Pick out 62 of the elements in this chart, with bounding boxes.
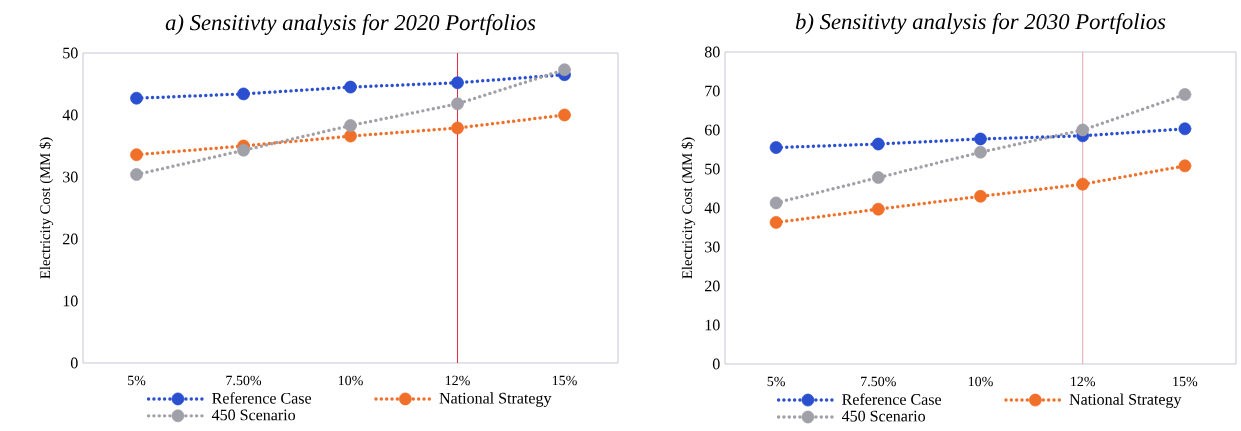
- y-tick-label: 60: [704, 124, 720, 136]
- point: [344, 119, 357, 132]
- x-tick-label: 10%: [338, 375, 363, 386]
- point: [344, 129, 357, 143]
- y-tick-label: 30: [705, 241, 720, 253]
- point: [558, 63, 571, 77]
- y-tick-label: 30: [63, 171, 78, 183]
- point: [871, 171, 885, 184]
- point: [237, 87, 250, 101]
- y-tick-label: 0: [712, 358, 720, 370]
- legend-label: National Strategy: [439, 392, 552, 407]
- y-tick-label: 50: [705, 163, 720, 175]
- point: [769, 141, 783, 154]
- y-tick-label: 10: [63, 295, 78, 307]
- point: [1178, 122, 1192, 136]
- y-tick-label: 80: [704, 46, 720, 58]
- point: [558, 108, 571, 122]
- y-tick-label: 40: [62, 109, 78, 121]
- point: [1178, 88, 1192, 101]
- point: [130, 148, 143, 162]
- x-tick-label: 5%: [767, 376, 785, 387]
- point: [451, 121, 464, 135]
- point: [871, 137, 885, 151]
- x-tick-label: 15%: [552, 375, 577, 386]
- y-axis-title: Electricity Cost (MM $): [39, 137, 54, 279]
- x-tick-label: 7.50%: [226, 375, 262, 386]
- legend-label: 450 Scenario: [841, 410, 926, 422]
- chart-title: b) Sensitivty analysis for 2030 Portfolios: [795, 13, 1166, 34]
- point: [871, 202, 885, 216]
- point: [130, 91, 143, 105]
- x-tick-label: 12%: [1071, 376, 1096, 387]
- legend-label: National Strategy: [1069, 393, 1182, 409]
- y-tick-label: 20: [705, 280, 720, 292]
- point: [769, 196, 783, 210]
- y-tick-label: 70: [705, 85, 720, 97]
- point: [1076, 177, 1090, 191]
- x-tick-label: 10%: [968, 376, 993, 387]
- point: [769, 216, 783, 229]
- x-tick-label: 15%: [1173, 376, 1198, 387]
- x-tick-label: 7.50%: [861, 376, 896, 387]
- y-axis-title: Electricity Cost (MM $): [681, 137, 696, 279]
- x-tick-label: 5%: [128, 375, 146, 386]
- x-tick-label: 12%: [445, 375, 470, 386]
- chart-title: a) Sensitivty analysis for 2020 Portfolios: [165, 14, 536, 35]
- point: [1178, 159, 1192, 173]
- legend-label: Reference Case: [212, 392, 312, 404]
- point: [974, 189, 987, 203]
- point: [130, 168, 143, 181]
- point: [1076, 123, 1090, 137]
- y-tick-label: 0: [70, 357, 78, 369]
- point: [237, 143, 250, 157]
- y-tick-label: 20: [63, 233, 78, 245]
- legend-label: Reference Case: [842, 393, 942, 405]
- point: [451, 97, 464, 111]
- point: [974, 145, 987, 159]
- y-tick-label: 50: [63, 47, 78, 59]
- y-tick-label: 10: [705, 319, 720, 331]
- point: [344, 80, 357, 94]
- point: [451, 76, 464, 90]
- legend-label: 450 Scenario: [211, 409, 296, 421]
- point: [974, 132, 987, 146]
- y-tick-label: 40: [704, 202, 720, 214]
